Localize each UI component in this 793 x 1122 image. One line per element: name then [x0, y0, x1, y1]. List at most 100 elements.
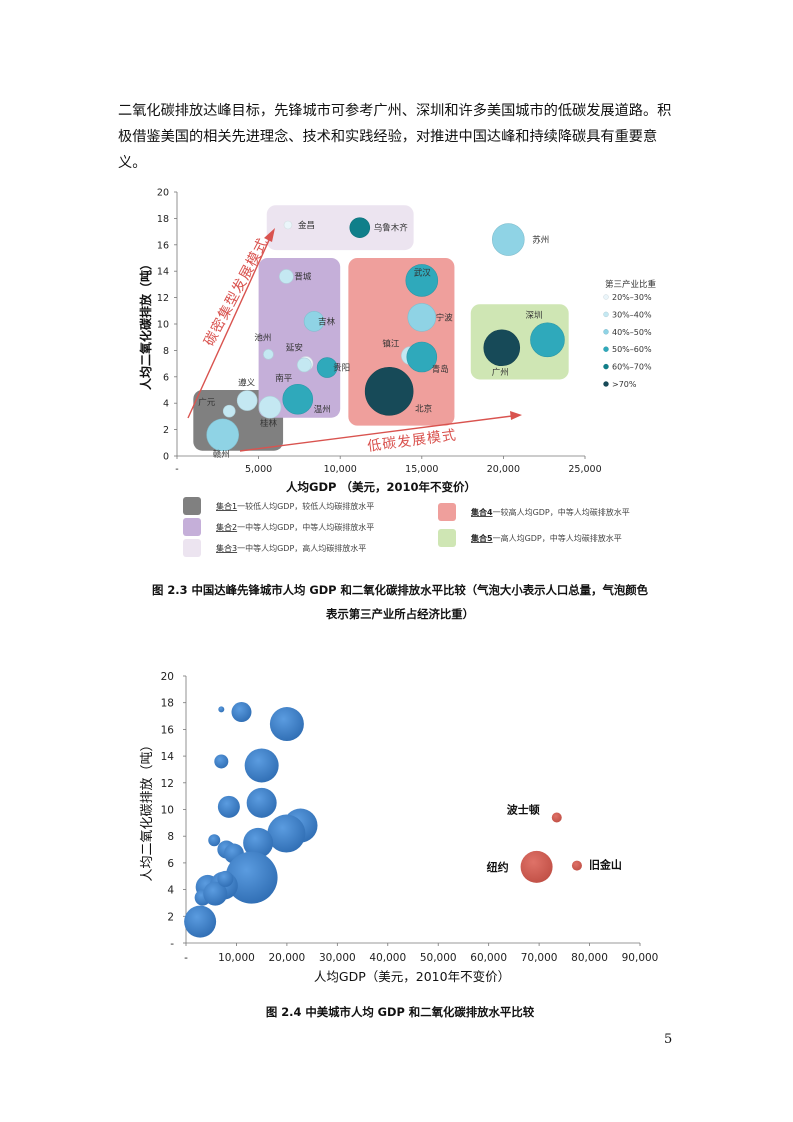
- f1-y-tick-label: 14: [157, 267, 169, 278]
- bubble-label-桂林: 桂林: [260, 418, 278, 429]
- figure-2-3-bubble-chart: 0 2 4 6 8 10 12 14 16 18 20 - 5,000 10,000 15,000 20,00…: [138, 188, 657, 557]
- arrow-high-carbon-head: [264, 228, 275, 242]
- figure-2-4-caption: 图 2.4 中美城市人均 GDP 和二氧化碳排放水平比较: [265, 1005, 535, 1019]
- bubble-南平: [296, 357, 312, 373]
- bubble-深圳: [530, 322, 565, 358]
- f2-bubble-china: [203, 881, 228, 906]
- f2-y-tick-label: 12: [161, 778, 174, 790]
- f1-y-tick-label: 8: [163, 346, 169, 357]
- f1-y-tick-label: 6: [163, 372, 169, 383]
- f1-x-tick-label: 25,000: [568, 464, 601, 475]
- group-legend-label-1: 集合1一较低人均GDP，较低人均碳排放水平: [216, 501, 374, 511]
- f2-x-axis-title: 人均GDP（美元，2010年不变价）: [314, 969, 510, 984]
- bubble-label-晋城: 晋城: [294, 272, 312, 282]
- bubble-label-镇江: 镇江: [382, 339, 400, 350]
- color-legend-swatch: [603, 381, 609, 387]
- group-legend-swatch-5: [438, 529, 456, 547]
- f2-x-tick-label: 60,000: [470, 952, 507, 964]
- bubble-label-武汉: 武汉: [414, 267, 432, 278]
- bubble-label-金昌: 金昌: [298, 220, 315, 231]
- bubble-遵义: [236, 390, 258, 411]
- f2-bubble-china: [243, 827, 274, 858]
- f2-x-tick-label: 40,000: [369, 952, 406, 964]
- bubble-label-遵义: 遵义: [238, 378, 256, 389]
- f2-bubble-china: [246, 787, 277, 818]
- bubble-贵阳: [316, 357, 338, 378]
- f1-y-tick-label: 18: [157, 214, 169, 225]
- f2-bubble-旧金山: [571, 860, 582, 871]
- bubble-label-池州: 池州: [254, 332, 271, 343]
- group-legend-swatch-2: [183, 518, 201, 536]
- f2-bubble-china: [214, 754, 229, 769]
- f2-bubble-波士顿: [551, 812, 562, 823]
- bubble-宁波: [407, 303, 437, 332]
- group-box-2: [258, 258, 341, 418]
- group-legend-swatch-4: [438, 503, 456, 521]
- bubble-label-吉林: 吉林: [318, 316, 336, 327]
- group-box-3: [266, 205, 414, 251]
- f1-y-tick-label: 12: [157, 293, 169, 304]
- bubble-label-青岛: 青岛: [432, 364, 449, 375]
- f2-axes: - 2 4 6 8 10 12 14 16 18 20 - 10,000 20,000 30,000 40,0…: [140, 671, 658, 984]
- bubble-广州: [483, 329, 521, 367]
- f2-bubble-china: [217, 795, 240, 818]
- color-legend-swatch: [603, 329, 609, 335]
- f2-bubble-china: [218, 706, 225, 713]
- f1-y-tick-label: 20: [157, 188, 169, 199]
- group-legend-label-5: 集合5一高人均GDP，中等人均碳排放水平: [470, 533, 622, 543]
- color-legend-label: >70%: [612, 380, 637, 389]
- arrow-low-carbon-head: [510, 411, 522, 420]
- color-legend-label: 20%–30%: [612, 293, 652, 302]
- bubble-label-赣州: 赣州: [213, 449, 230, 460]
- figure-2-3-caption-line-1: 图 2.3 中国达峰先锋城市人均 GDP 和二氧化碳排放水平比较（气泡大小表示人…: [151, 583, 649, 597]
- f1-y-tick-label: 10: [157, 320, 169, 331]
- f2-y-tick-label: 16: [161, 724, 175, 736]
- f2-y-tick-label: 6: [167, 858, 174, 870]
- f2-bubble-china: [225, 851, 278, 904]
- bubble-label-苏州: 苏州: [532, 235, 549, 246]
- f1-y-tick-label: 4: [163, 399, 169, 410]
- bubble-北京: [364, 367, 414, 416]
- f1-x-tick-label: -: [175, 464, 178, 475]
- group-legend-label-3: 集合3一中等人均GDP，高人均碳排放水平: [216, 543, 366, 553]
- color-legend-label: 30%–40%: [612, 310, 652, 319]
- f2-y-tick-label: 4: [167, 885, 174, 897]
- arrow-low-carbon-line: [239, 415, 513, 452]
- color-legend-label: 50%–60%: [612, 345, 652, 354]
- bubble-label-南平: 南平: [275, 373, 293, 384]
- bubble-乌鲁木齐: [349, 217, 371, 238]
- bubble-label-延安: 延安: [286, 343, 303, 354]
- f2-y-tick-label: -: [170, 938, 174, 950]
- color-legend-label: 40%–50%: [612, 328, 652, 337]
- f1-color-legend: 第三产业比重 20%–30% 30%–40% 40%–50% 50%–60% 60%–7…: [603, 279, 657, 389]
- bubble-金昌: [283, 220, 293, 230]
- bubble-label-乌鲁木齐: 乌鲁木齐: [374, 223, 409, 234]
- f1-axes: 0 2 4 6 8 10 12 14 16 18 20 - 5,000 10,000 15,000 20,00…: [138, 188, 602, 495]
- paragraph-line-2: 极借鉴美国的相关先进理念、技术和实践经验，对推进中国达峰和持续降碳具有重要意义。: [118, 129, 658, 171]
- bubble-label-深圳: 深圳: [525, 310, 542, 321]
- bubble-label-宁波: 宁波: [436, 312, 454, 323]
- f2-bubble-label-旧金山: 旧金山: [589, 858, 622, 872]
- bubble-苏州: [491, 223, 525, 256]
- bubble-赣州: [206, 418, 239, 452]
- bubble-label-贵阳: 贵阳: [333, 363, 350, 374]
- f2-bubble-label-纽约: 纽约: [487, 860, 509, 874]
- bubble-label-北京: 北京: [415, 403, 432, 414]
- figure-2-3-caption: 图 2.3 中国达峰先锋城市人均 GDP 和二氧化碳排放水平比较（气泡大小表示人…: [110, 578, 690, 626]
- f1-group-legend: 集合1一较低人均GDP，较低人均碳排放水平集合2一中等人均GDP，中等人均碳排放…: [183, 497, 630, 557]
- group-legend-swatch-3: [183, 539, 201, 557]
- f2-y-tick-label: 14: [161, 751, 175, 763]
- bubble-桂林: [258, 395, 282, 419]
- group-legend-label-4: 集合4一较高人均GDP，中等人均碳排放水平: [470, 507, 630, 517]
- f2-y-tick-label: 8: [167, 831, 174, 843]
- f2-bubble-china: [244, 748, 279, 783]
- group-legend-swatch-1: [183, 497, 201, 515]
- f2-x-tick-label: 90,000: [622, 952, 659, 964]
- color-legend-title: 第三产业比重: [605, 279, 657, 290]
- color-legend-label: 60%–70%: [612, 363, 652, 372]
- f1-x-tick-label: 15,000: [405, 464, 438, 475]
- page-number: 5: [664, 1032, 673, 1047]
- f2-x-tick-label: -: [184, 952, 188, 964]
